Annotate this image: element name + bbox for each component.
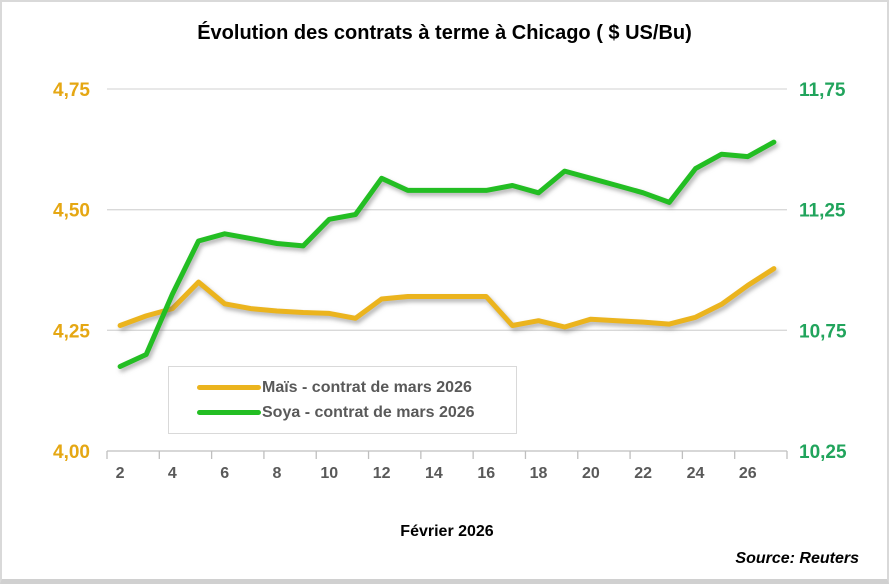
left-axis-tick-label: 4,00 bbox=[53, 442, 90, 463]
right-axis-tick-label: 11,75 bbox=[799, 80, 846, 101]
left-axis-tick-label: 4,50 bbox=[53, 201, 90, 222]
x-axis-label: 16 bbox=[477, 465, 495, 482]
right-axis-tick-label: 11,25 bbox=[799, 201, 846, 222]
x-axis-label: 4 bbox=[168, 465, 177, 482]
mais-legend-label: Maïs - contrat de mars 2026 bbox=[262, 378, 472, 396]
x-axis-label: 18 bbox=[530, 465, 548, 482]
x-axis-label: 20 bbox=[582, 465, 600, 482]
x-axis-label: 26 bbox=[739, 465, 757, 482]
x-axis-label: 8 bbox=[273, 465, 282, 482]
right-axis-tick-label: 10,25 bbox=[799, 442, 847, 463]
x-axis-title: Février 2026 bbox=[400, 523, 494, 540]
mais-line-swatch bbox=[197, 385, 261, 390]
soya-line bbox=[117, 139, 777, 369]
x-axis-label: 2 bbox=[116, 465, 125, 482]
source-note: Source: Reuters bbox=[735, 550, 859, 567]
left-axis-tick-label: 4,75 bbox=[53, 80, 90, 101]
legend-item-mais: Maïs - contrat de mars 2026 bbox=[197, 379, 516, 397]
x-axis-label: 24 bbox=[687, 465, 705, 482]
mais-line bbox=[117, 266, 777, 330]
x-axis-label: 14 bbox=[425, 465, 443, 482]
x-axis-label: 10 bbox=[320, 465, 338, 482]
left-axis-tick-label: 4,25 bbox=[53, 321, 90, 342]
soya-legend-label: Soya - contrat de mars 2026 bbox=[262, 403, 475, 421]
x-axis-label: 6 bbox=[220, 465, 229, 482]
x-axis-label: 22 bbox=[634, 465, 652, 482]
right-axis-tick-label: 10,75 bbox=[799, 321, 847, 342]
legend-box: Maïs - contrat de mars 2026 Soya - contr… bbox=[168, 366, 517, 434]
legend-item-soya: Soya - contrat de mars 2026 bbox=[197, 404, 516, 422]
x-axis-label: 12 bbox=[373, 465, 391, 482]
chart-title: Évolution des contrats à terme à Chicago… bbox=[197, 22, 692, 44]
soya-line-swatch bbox=[197, 410, 261, 415]
